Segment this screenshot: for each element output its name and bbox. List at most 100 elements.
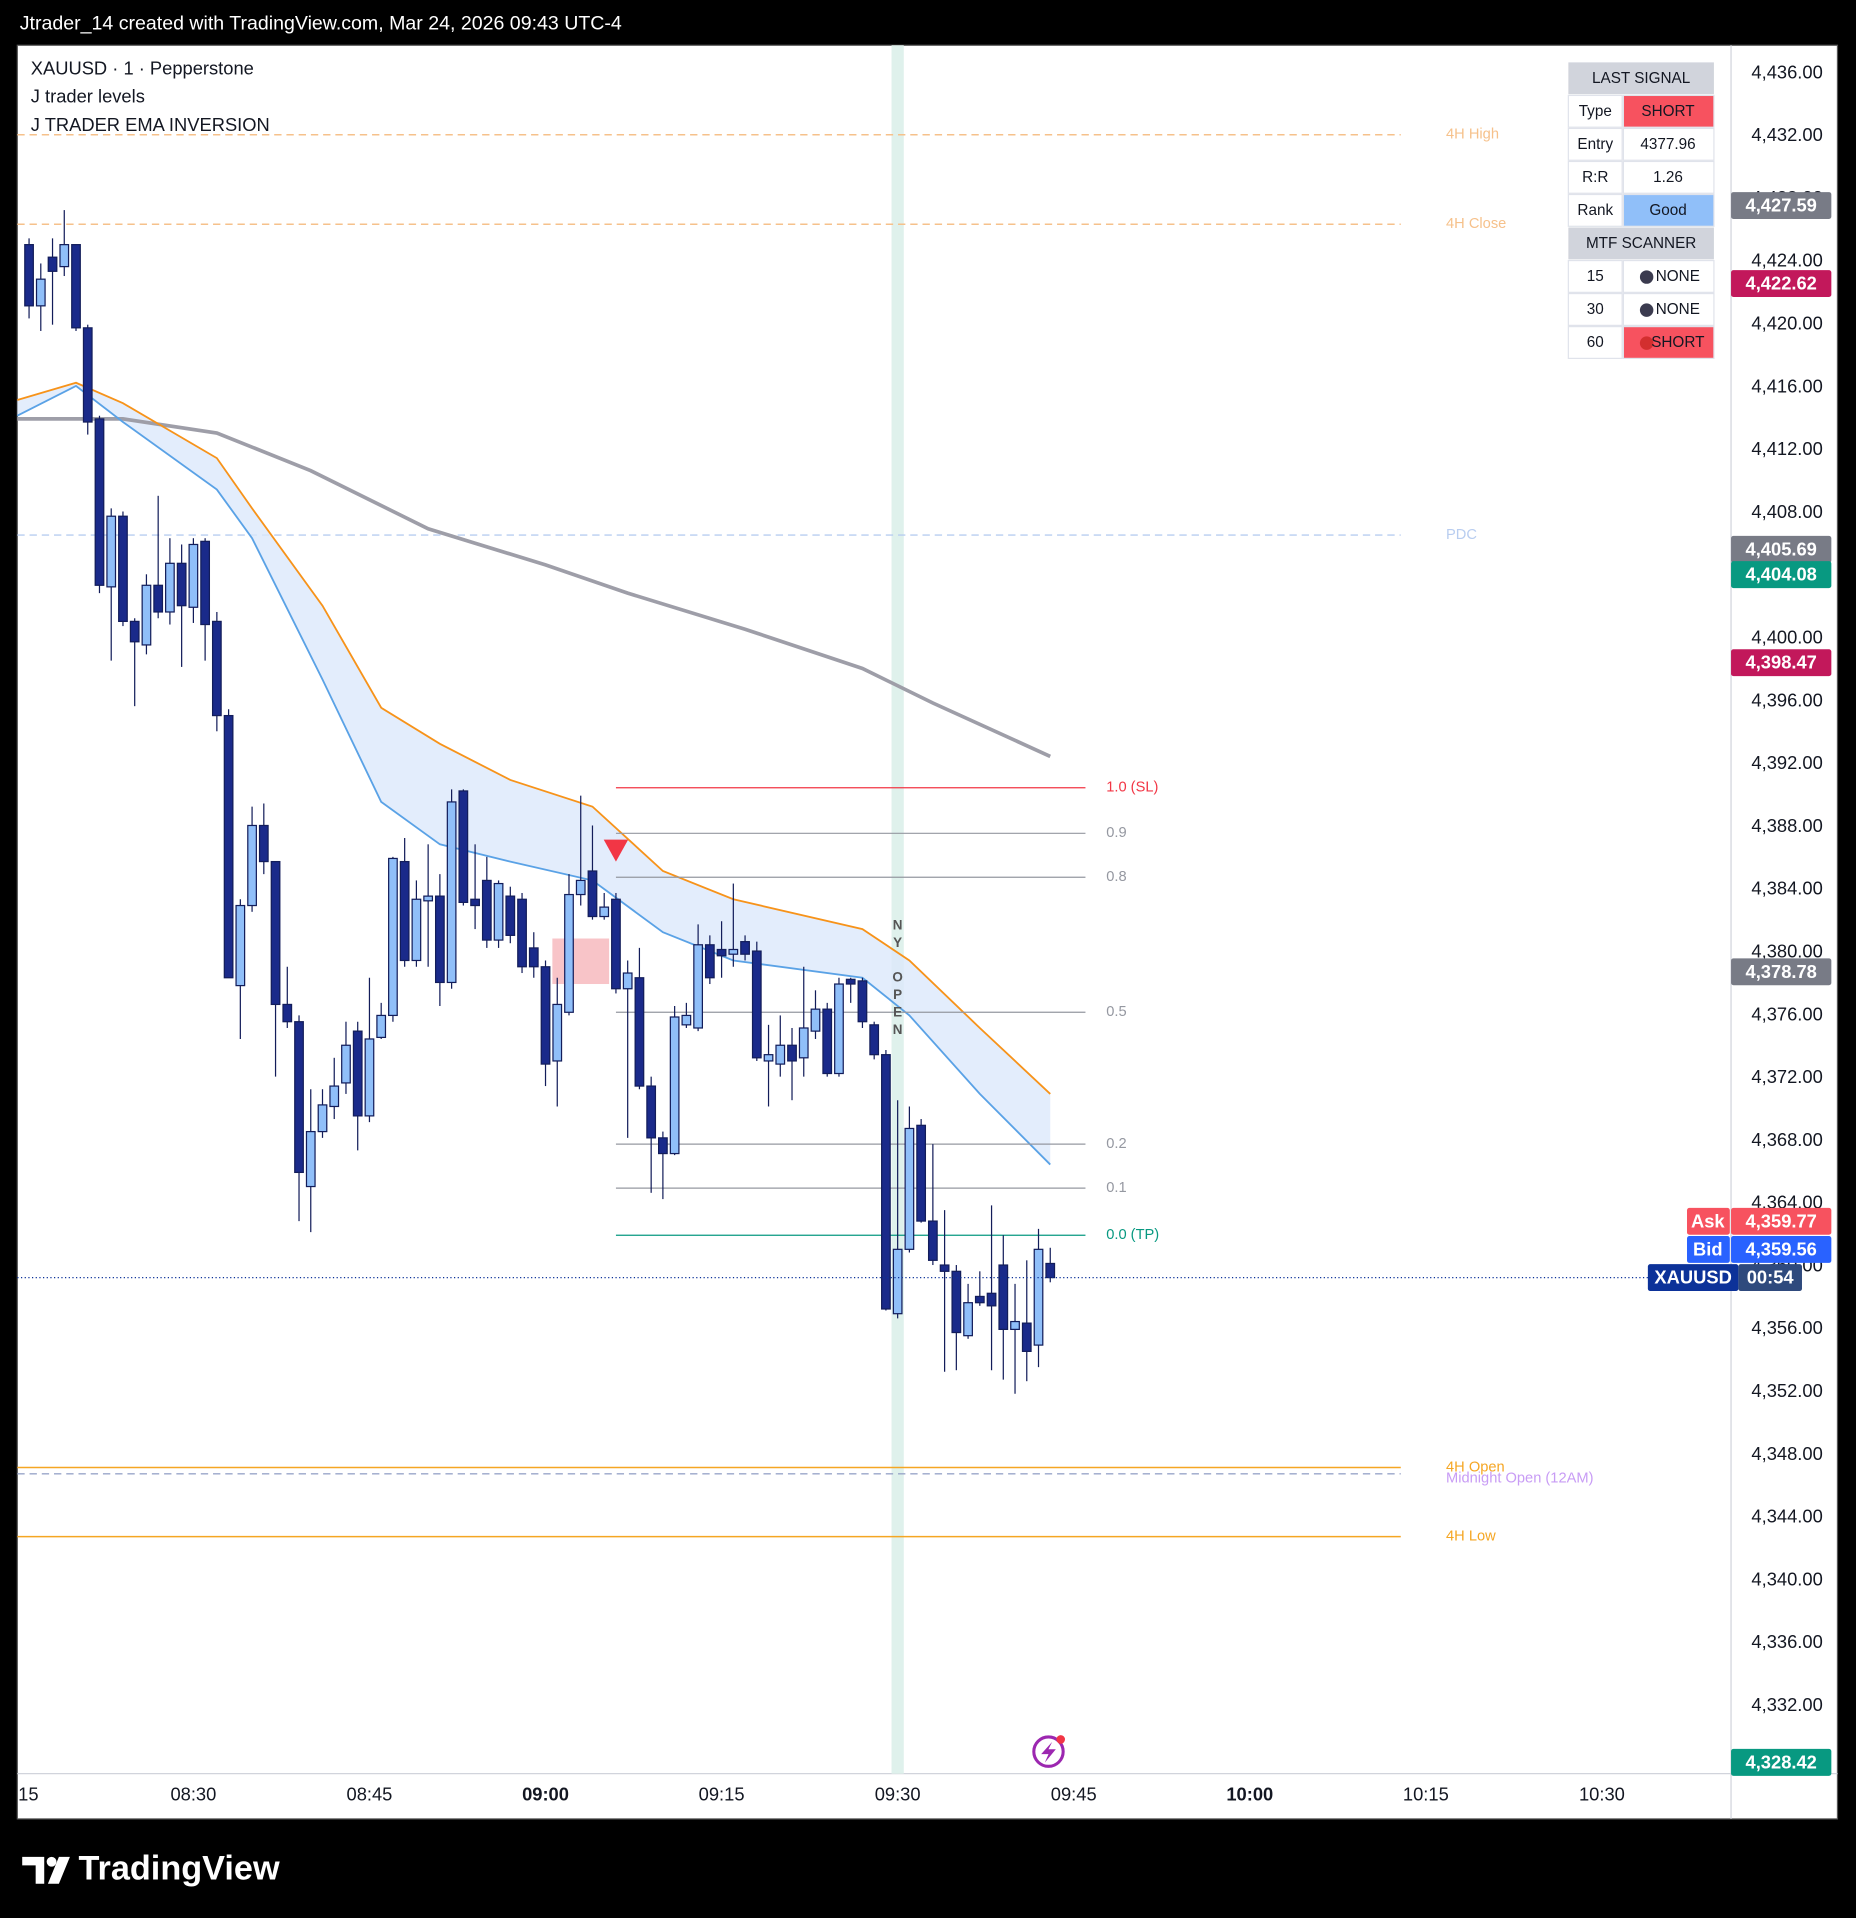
y-tick-label: 4,380.00 bbox=[1751, 940, 1822, 961]
table-cell-label: 60 bbox=[1587, 334, 1604, 351]
price-badge-label: 4,378.78 bbox=[1746, 961, 1817, 982]
table-cell bbox=[1622, 127, 1715, 161]
candle-body bbox=[458, 790, 469, 904]
fib-label: 1.0 (SL) bbox=[1106, 780, 1158, 796]
y-tick-label: 4,364.00 bbox=[1751, 1192, 1822, 1213]
candle-body bbox=[106, 515, 117, 588]
candle-body bbox=[998, 1264, 1009, 1331]
candle-body bbox=[446, 801, 457, 984]
price-badge-label: 4,422.62 bbox=[1746, 273, 1817, 294]
candle-body bbox=[24, 244, 34, 307]
candle-body bbox=[881, 1054, 891, 1310]
candle-body bbox=[82, 327, 93, 423]
y-tick-label: 4,396.00 bbox=[1751, 689, 1822, 710]
candle-body bbox=[270, 860, 281, 1006]
candle-body bbox=[1033, 1248, 1044, 1346]
candle-body bbox=[153, 584, 164, 613]
candle-body bbox=[611, 898, 621, 990]
candle-body bbox=[505, 895, 516, 936]
table-cell-value: SHORT bbox=[1651, 334, 1704, 351]
candle-body bbox=[564, 893, 574, 1013]
table-cell-value: 4377.96 bbox=[1640, 136, 1695, 153]
y-tick-label: 4,388.00 bbox=[1751, 815, 1822, 836]
y-tick-label: 4,352.00 bbox=[1751, 1380, 1822, 1401]
countdown-tag bbox=[1738, 1264, 1802, 1292]
symbol-tag-label: XAUUSD bbox=[1654, 1267, 1731, 1288]
fib-label: 0.5 bbox=[1106, 1004, 1126, 1020]
candle-body bbox=[235, 904, 246, 987]
y-tick-label: 4,340.00 bbox=[1751, 1568, 1822, 1589]
candle-body bbox=[857, 980, 868, 1023]
price-badge-label: 4,398.47 bbox=[1746, 652, 1817, 673]
ema-line bbox=[17, 381, 1051, 1095]
candle-body bbox=[587, 870, 598, 918]
status-dot bbox=[1639, 270, 1654, 284]
table-cell bbox=[1622, 160, 1715, 194]
level-label: PDC bbox=[1446, 527, 1477, 543]
candle-body bbox=[481, 879, 492, 941]
x-tick-label: 08:45 bbox=[347, 1784, 393, 1805]
candle-body bbox=[552, 1003, 563, 1062]
price-badge bbox=[1731, 192, 1832, 219]
candle-body bbox=[728, 948, 739, 955]
candle-body bbox=[493, 882, 504, 941]
candle-body bbox=[71, 244, 81, 329]
table-cell bbox=[1567, 325, 1623, 360]
candle-body bbox=[810, 1008, 821, 1032]
quote-badge bbox=[1731, 1235, 1832, 1263]
candle-body bbox=[927, 1220, 938, 1261]
x-tick-label: 15 bbox=[18, 1784, 38, 1805]
alert-icon bbox=[1032, 1735, 1065, 1768]
candle-body bbox=[247, 824, 257, 907]
candle-body bbox=[716, 948, 727, 957]
candle-body bbox=[211, 620, 222, 717]
table-cell-label: R:R bbox=[1582, 169, 1608, 186]
y-tick-label: 4,408.00 bbox=[1751, 501, 1822, 522]
x-tick-label: 09:15 bbox=[699, 1784, 745, 1805]
footer-logo bbox=[22, 1856, 70, 1884]
table-cell-label: Rank bbox=[1577, 202, 1613, 219]
y-tick-label: 4,368.00 bbox=[1751, 1129, 1822, 1150]
footer-brand: TradingView bbox=[78, 1849, 279, 1887]
candle-body bbox=[787, 1044, 797, 1062]
y-tick-label: 4,372.00 bbox=[1751, 1066, 1822, 1087]
quote-tag-label: Ask bbox=[1691, 1210, 1725, 1231]
table-cell-value: SHORT bbox=[1641, 103, 1694, 120]
x-tick-label: 10:00 bbox=[1226, 1784, 1273, 1805]
fib-label: 0.1 bbox=[1106, 1180, 1126, 1196]
candle-body bbox=[798, 1027, 809, 1059]
candle-body bbox=[258, 824, 269, 863]
candle-body bbox=[376, 1014, 387, 1039]
table-cell bbox=[1567, 160, 1623, 194]
candle-body bbox=[411, 898, 422, 962]
countdown-label: 00:54 bbox=[1747, 1267, 1795, 1288]
y-tick-label: 4,416.00 bbox=[1751, 375, 1822, 396]
candle-body bbox=[963, 1302, 973, 1337]
candle-body bbox=[599, 906, 610, 918]
quote-badge-label: 4,359.77 bbox=[1746, 1210, 1817, 1231]
table-header bbox=[1568, 227, 1714, 260]
price-badge bbox=[1731, 270, 1832, 298]
price-badge-label: 4,427.59 bbox=[1746, 195, 1817, 216]
price-badge-label: 4,405.69 bbox=[1746, 538, 1817, 559]
quote-tag bbox=[1687, 1207, 1730, 1235]
table-cell-label: 30 bbox=[1587, 301, 1604, 318]
legend-entry: XAUUSD · 1 · Pepperstone bbox=[31, 58, 254, 79]
table-cell bbox=[1567, 259, 1623, 293]
price-badge bbox=[1731, 649, 1832, 677]
candle-body bbox=[939, 1264, 950, 1272]
y-tick-label: 4,424.00 bbox=[1751, 250, 1822, 271]
table-cell bbox=[1622, 292, 1715, 326]
signal-marker bbox=[603, 839, 629, 862]
candle-body bbox=[341, 1044, 351, 1084]
quote-badge bbox=[1731, 1207, 1832, 1235]
quote-badge-label: 4,359.56 bbox=[1746, 1239, 1817, 1260]
y-tick-label: 4,412.00 bbox=[1751, 438, 1822, 459]
candle-body bbox=[165, 562, 175, 613]
candle-body bbox=[35, 278, 46, 307]
level-label: Midnight Open (12AM) bbox=[1446, 1471, 1593, 1487]
table-cell-label: Type bbox=[1579, 103, 1612, 120]
candle-body bbox=[775, 1044, 786, 1065]
candle-body bbox=[129, 620, 140, 643]
x-tick-label: 10:30 bbox=[1579, 1784, 1625, 1805]
